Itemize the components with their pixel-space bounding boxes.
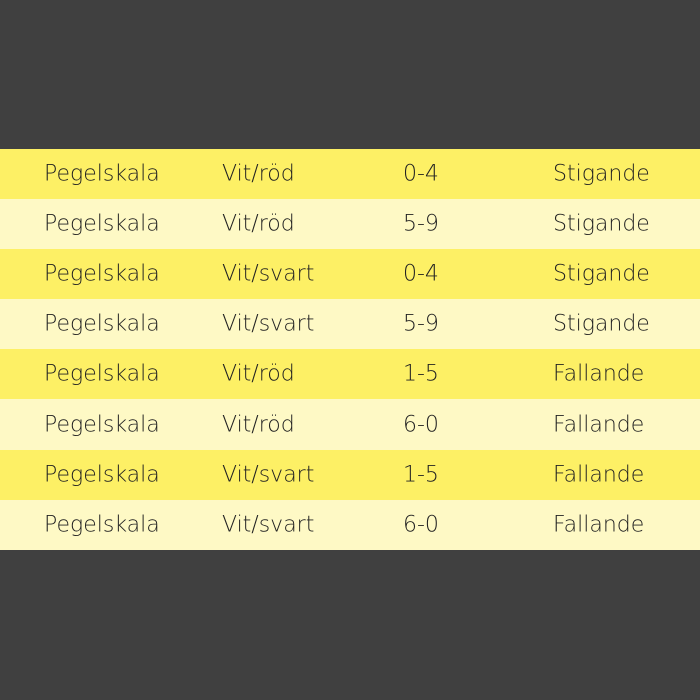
cell-range: 0-4 [403,261,439,287]
cell-product-name: Pegelskala [44,311,160,337]
table-row: Pegelskala Vit/röd 0-4 Stigande [0,149,700,200]
table-row: Pegelskala Vit/svart 6-0 Fallande [0,499,700,550]
cell-product-name: Pegelskala [44,361,160,387]
cell-product-name: Pegelskala [44,512,160,538]
cell-color: Vit/röd [222,361,295,387]
cell-range: 5-9 [403,211,439,237]
cell-color: Vit/röd [222,211,295,237]
cell-product-name: Pegelskala [44,261,160,287]
cell-color: Vit/röd [222,412,295,438]
cell-direction: Stigande [553,261,650,287]
table-row: Pegelskala Vit/röd 5-9 Stigande [0,199,700,250]
product-table: Pegelskala Vit/röd 0-4 Stigande Pegelskala Vi… [0,149,700,550]
cell-range: 1-5 [403,361,439,387]
cell-direction: Fallande [553,462,645,488]
cell-color: Vit/svart [222,311,315,337]
cell-direction: Fallande [553,512,645,538]
cell-range: 6-0 [403,512,439,538]
cell-direction: Fallande [553,412,645,438]
cell-direction: Stigande [553,161,650,187]
cell-color: Vit/svart [222,261,315,287]
table-row: Pegelskala Vit/röd 6-0 Fallande [0,399,700,450]
table-row: Pegelskala Vit/röd 1-5 Fallande [0,349,700,400]
cell-direction: Stigande [553,311,650,337]
cell-product-name: Pegelskala [44,462,160,488]
table-row: Pegelskala Vit/svart 5-9 Stigande [0,299,700,350]
cell-color: Vit/röd [222,161,295,187]
cell-range: 0-4 [403,161,439,187]
cell-product-name: Pegelskala [44,211,160,237]
cell-direction: Fallande [553,361,645,387]
cell-direction: Stigande [553,211,650,237]
cell-product-name: Pegelskala [44,412,160,438]
table-row: Pegelskala Vit/svart 0-4 Stigande [0,249,700,300]
cell-range: 1-5 [403,462,439,488]
cell-color: Vit/svart [222,512,315,538]
cell-product-name: Pegelskala [44,161,160,187]
table-row: Pegelskala Vit/svart 1-5 Fallande [0,449,700,500]
cell-range: 6-0 [403,412,439,438]
cell-range: 5-9 [403,311,439,337]
cell-color: Vit/svart [222,462,315,488]
